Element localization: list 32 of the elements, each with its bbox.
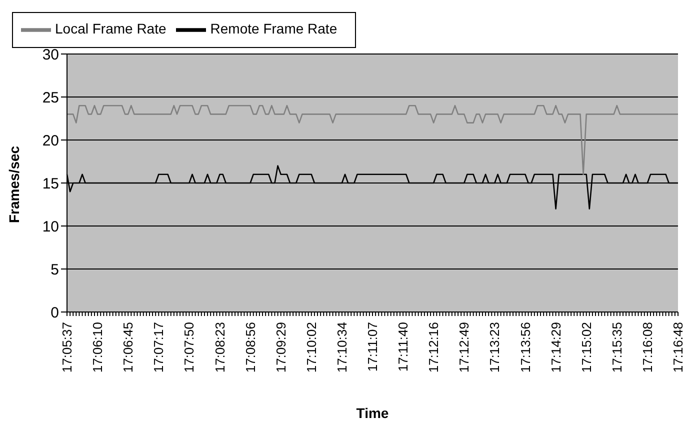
x-tick-label: 17:12:49 [456,322,472,373]
y-tick-label: 5 [50,261,59,278]
x-tick-label: 17:11:07 [365,322,380,372]
x-tick-label: 17:16:08 [640,322,655,373]
x-tick-label: 17:06:45 [120,322,136,373]
y-tick-label: 0 [50,304,59,322]
x-tick-label: 17:08:56 [242,322,258,373]
x-tick-label: 17:08:23 [212,322,228,373]
x-tick-label: 17:15:35 [609,322,624,373]
legend-label: Remote Frame Rate [210,20,338,37]
x-tick-label: 17:13:23 [487,322,502,373]
x-tick-label: 17:06:10 [90,322,106,373]
x-tick-label: 17:13:56 [518,322,533,373]
x-tick-label: 17:12:16 [426,322,442,373]
x-tick-label: 17:14:29 [548,322,564,373]
y-tick-label: 20 [42,132,59,150]
x-tick-label: 17:16:48 [670,322,686,373]
x-tick-label: 17:11:40 [396,322,411,372]
x-tick-label: 17:15:02 [578,322,594,373]
x-tick-label: 17:10:34 [334,322,350,373]
y-tick-label: 30 [42,46,59,64]
x-tick-label: 17:07:50 [182,322,197,373]
y-tick-label: 25 [42,89,59,106]
y-tick-label: 15 [42,175,59,192]
x-axis-title: Time [356,405,389,421]
legend-label: Local Frame Rate [55,20,166,37]
x-tick-label: 17:07:17 [151,322,166,373]
x-tick-label: 17:10:02 [304,322,319,373]
y-tick-label: 10 [42,218,59,236]
x-tick-label: 17:09:29 [273,322,288,373]
x-tick-label: 17:05:37 [60,322,74,373]
y-axis-title: Frames/sec [6,146,22,223]
